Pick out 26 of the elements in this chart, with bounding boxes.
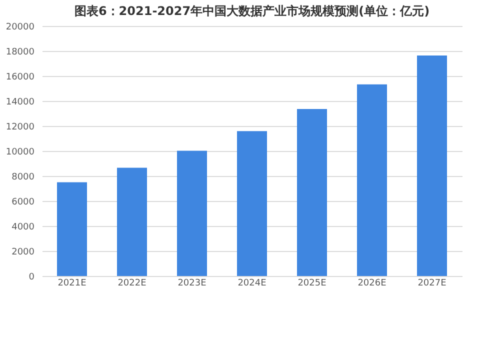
bar (177, 150, 207, 276)
bar (57, 182, 87, 276)
y-tick-label: 16000 (6, 72, 35, 82)
x-tick-label: 2021E (58, 278, 87, 288)
y-tick-label: 8000 (12, 172, 35, 182)
y-tick-label: 2000 (12, 248, 35, 258)
bar (117, 168, 147, 276)
x-tick-label: 2022E (118, 278, 147, 288)
bar (297, 109, 327, 276)
x-tick-label: 2024E (238, 278, 267, 288)
y-tick-label: 4000 (12, 222, 35, 232)
x-tick-label: 2027E (418, 278, 447, 288)
x-tick-label: 2025E (298, 278, 327, 288)
y-tick-label: 0 (28, 272, 35, 282)
bar (357, 84, 387, 276)
y-tick-label: 14000 (6, 98, 35, 108)
bar (237, 131, 267, 276)
bar (417, 56, 447, 276)
y-tick-label: 12000 (6, 122, 35, 132)
chart-title: 图表6：2021-2027年中国大数据产业市场规模预测(单位：亿元) (74, 4, 430, 18)
y-tick-label: 10000 (6, 148, 35, 158)
y-tick-label: 6000 (12, 198, 35, 208)
y-tick-label: 20000 (6, 22, 35, 32)
x-tick-label: 2023E (178, 278, 207, 288)
y-tick-label: 18000 (6, 48, 35, 58)
x-tick-label: 2026E (358, 278, 387, 288)
